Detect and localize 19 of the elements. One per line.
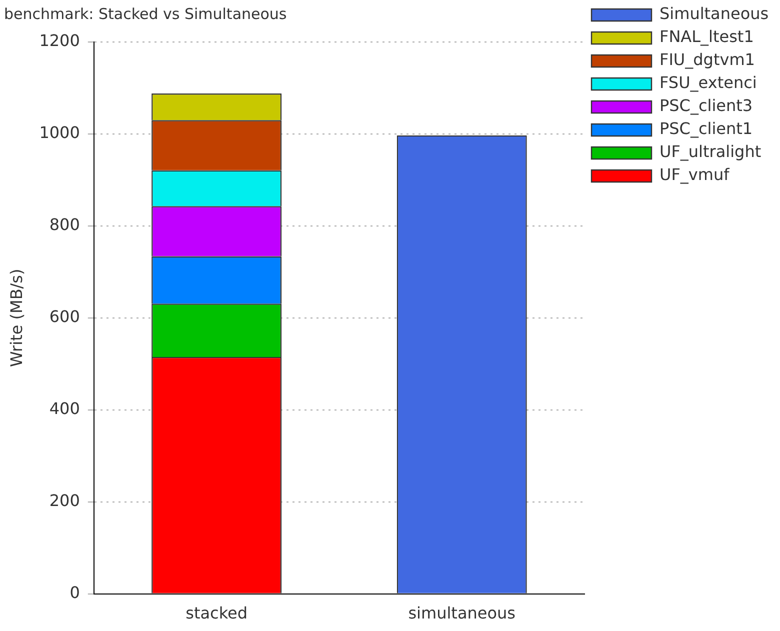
y-tick-label: 800 [49,215,80,234]
legend-label: UF_ultralight [660,142,762,162]
legend-label: PSC_client1 [660,119,753,138]
y-axis-title: Write (MB/s) [6,268,26,368]
legend-label: FNAL_ltest1 [660,27,754,46]
y-tick-label: 400 [49,399,80,418]
legend-label: Simultaneous [660,4,769,24]
chart-title: benchmark: Stacked vs Simultaneous [4,4,287,23]
legend-label: PSC_client3 [660,96,753,116]
y-tick-label: 1200 [39,31,80,50]
x-tick-label: stacked [186,604,248,623]
y-tick-label: 200 [49,490,80,510]
x-tick-label: simultaneous [408,604,516,623]
y-tick-label: 1000 [39,123,80,142]
legend-label: FSU_extenci [660,73,757,92]
legend-label: UF_vmuf [660,165,730,184]
y-tick-label: 0 [70,582,80,602]
legend-label: FIU_dgtvm1 [660,50,755,70]
y-tick-label: 600 [49,307,80,326]
